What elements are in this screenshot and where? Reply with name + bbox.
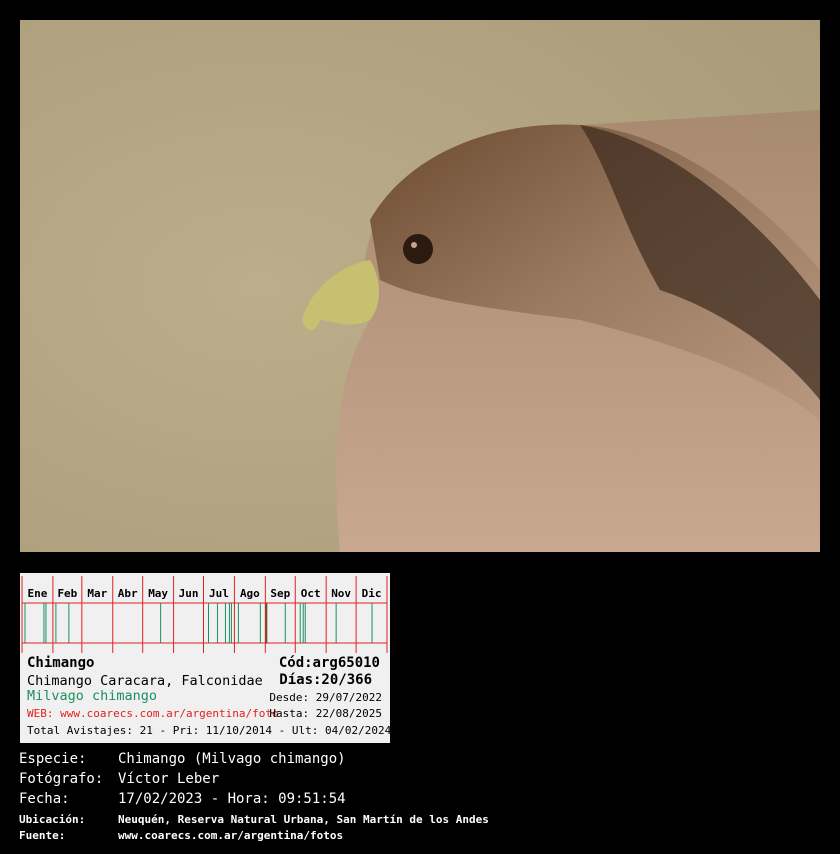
month-label-dic: Dic [362, 587, 382, 600]
ubicacion-label: Ubicación: [19, 813, 86, 826]
fotografo-value: Víctor Leber [118, 771, 220, 787]
ubicacion-row: Ubicación: Neuquén, Reserva Natural Urban… [19, 813, 489, 826]
species-code: Cód:arg65010 [278, 655, 380, 671]
fecha-value: 17/02/2023 - Hora: 09:51:54 [118, 791, 346, 807]
fuente-row: Fuente: www.coarecs.com.ar/argentina/foto… [19, 829, 343, 842]
hasta-date: Hasta: 22/08/2025 [269, 707, 382, 720]
bird-photo [20, 20, 820, 552]
especie-value: Chimango (Milvago chimango) [118, 751, 346, 767]
month-label-oct: Oct [301, 587, 321, 600]
fotografo-row: Fotógrafo: Víctor Leber [19, 771, 219, 787]
month-label-feb: Feb [57, 587, 77, 600]
species-english-name: Chimango Caracara, Falconidae [27, 673, 263, 689]
sightings-card: Ene Feb Mar Abr May Jun Jul Ago Sep Oct Nov Dic Chi… [20, 573, 392, 743]
days-count: Días:20/366 [279, 672, 372, 688]
month-label-ene: Ene [28, 587, 48, 600]
ubicacion-value: Neuquén, Reserva Natural Urbana, San Mar… [118, 813, 489, 826]
month-label-mar: Mar [87, 587, 107, 600]
web-link[interactable]: WEB: www.coarecs.com.ar/argentina/foto [27, 707, 279, 720]
especie-label: Especie: [19, 751, 87, 767]
fotografo-label: Fotógrafo: [19, 771, 104, 787]
species-name: Chimango [27, 655, 95, 671]
fecha-row: Fecha: 17/02/2023 - Hora: 09:51:54 [19, 791, 346, 807]
month-label-sep: Sep [270, 587, 290, 600]
month-label-jul: Jul [209, 587, 229, 600]
month-label-abr: Abr [118, 587, 138, 600]
especie-row: Especie: Chimango (Milvago chimango) [19, 751, 346, 767]
scientific-name: Milvago chimango [27, 688, 158, 704]
month-label-nov: Nov [331, 587, 351, 600]
fuente-label: Fuente: [19, 829, 66, 842]
month-label-jun: Jun [179, 587, 199, 600]
desde-date: Desde: 29/07/2022 [269, 691, 382, 704]
fuente-value[interactable]: www.coarecs.com.ar/argentina/fotos [118, 829, 344, 842]
sighting-totals: Total Avistajes: 21 - Pri: 11/10/2014 - … [27, 724, 392, 737]
fecha-label: Fecha: [19, 791, 70, 807]
month-label-ago: Ago [240, 587, 260, 600]
sightings-calendar: Ene Feb Mar Abr May Jun Jul Ago Sep Oct Nov Dic [21, 576, 388, 653]
month-label-may: May [148, 587, 168, 600]
